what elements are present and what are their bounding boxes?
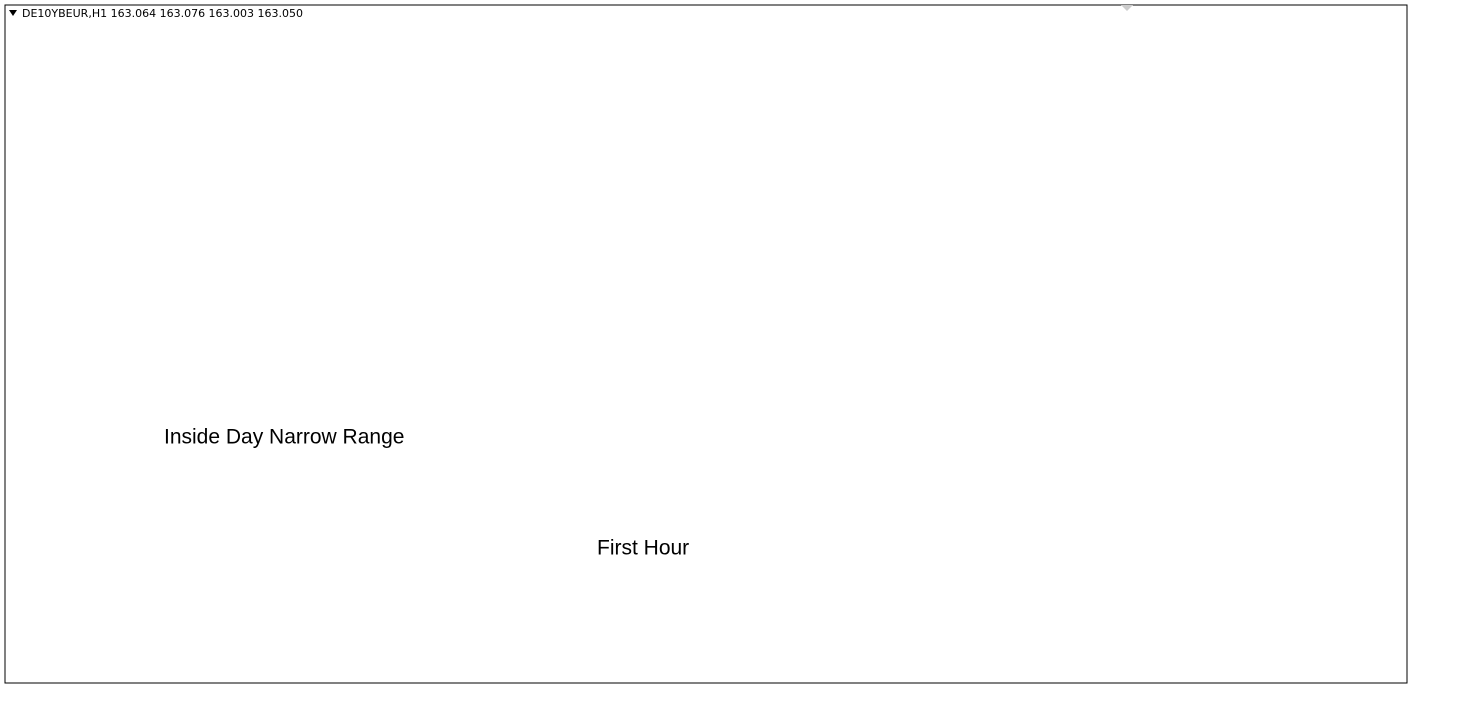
- chart-title: DE10YBEUR,H1 163.064 163.076 163.003 163…: [22, 7, 303, 20]
- shift-marker: [1121, 5, 1133, 11]
- annotation: First Hour: [597, 537, 689, 560]
- menu-arrow: [9, 10, 17, 16]
- annotation: Inside Day Narrow Range: [164, 426, 404, 449]
- plot-frame: [4, 4, 1408, 684]
